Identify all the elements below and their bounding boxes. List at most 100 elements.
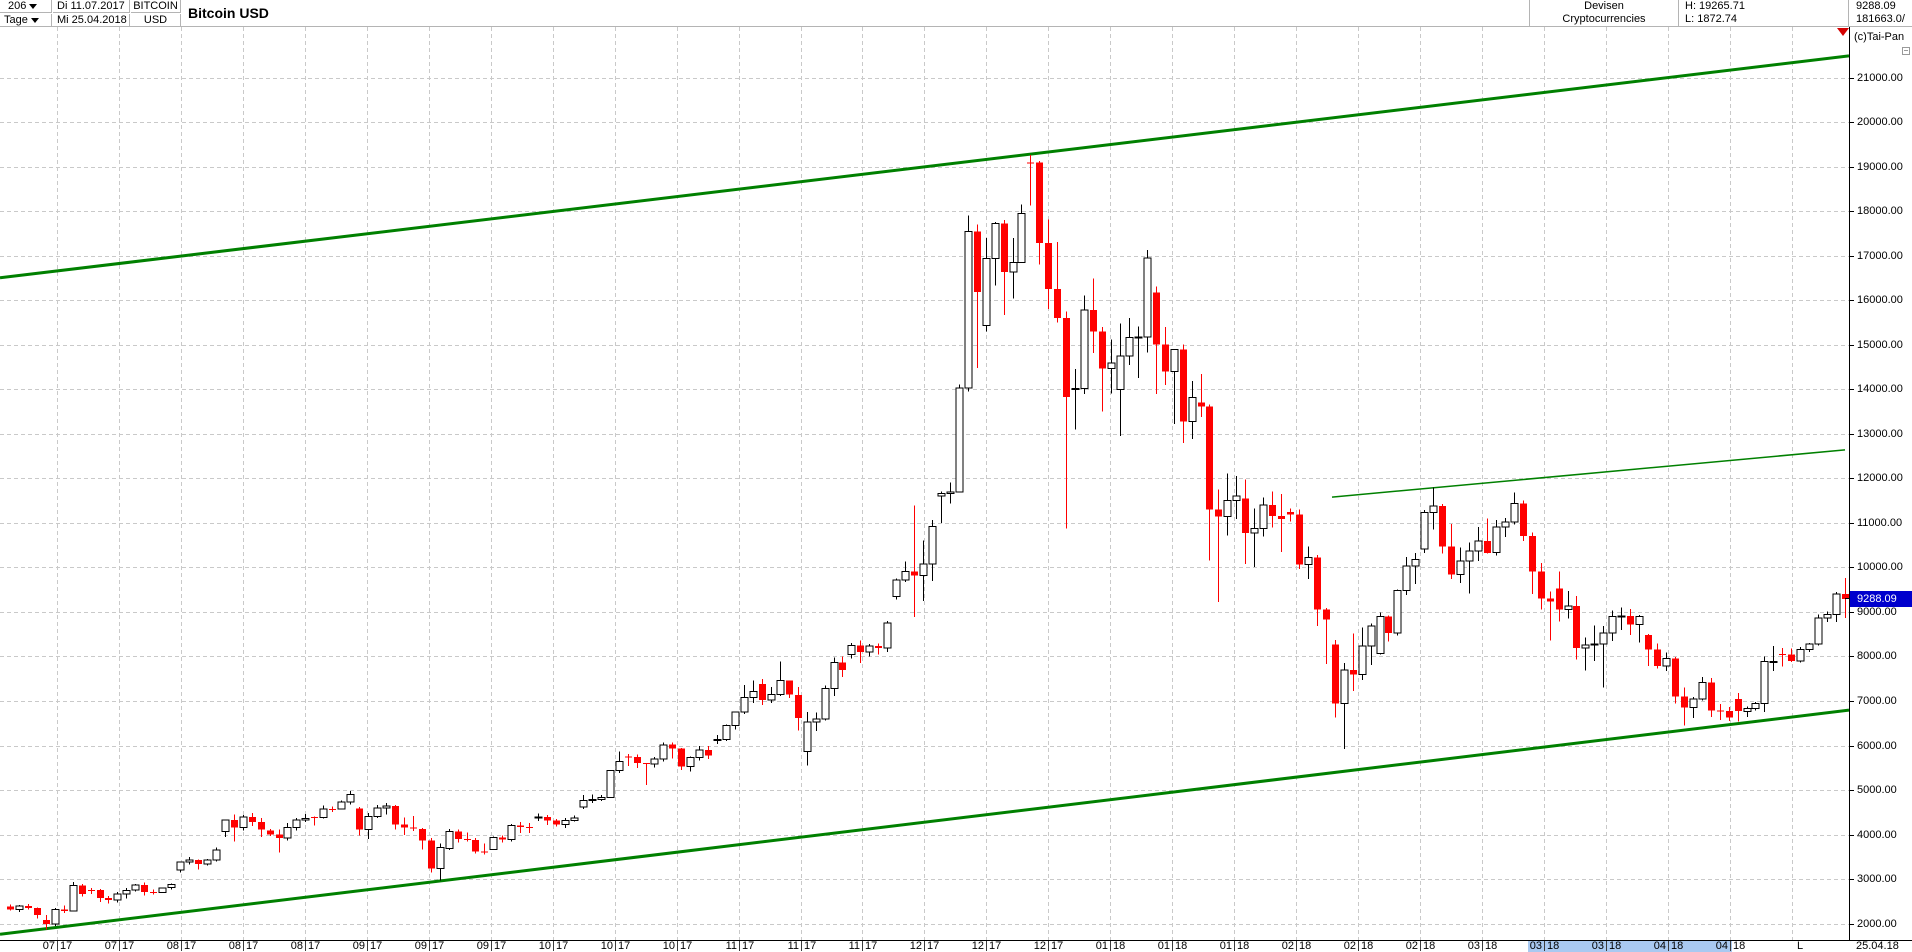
candle-body-down xyxy=(1538,571,1545,599)
candle-body-down xyxy=(79,885,86,894)
price-axis-label: 5000.00 xyxy=(1857,784,1897,796)
candle-body-down xyxy=(1045,242,1052,290)
candle-body-up xyxy=(830,661,839,690)
date-year-label: 17 xyxy=(618,940,631,952)
candle-body-down xyxy=(1215,509,1222,517)
date-year-label: 17 xyxy=(494,940,507,952)
candle-body-up xyxy=(1743,708,1752,712)
date-tick xyxy=(305,941,306,951)
candle-body-up xyxy=(713,739,722,742)
candle-body-up xyxy=(158,887,167,893)
candle-body-down xyxy=(1448,546,1455,575)
candle-body-up xyxy=(1134,336,1143,339)
candle-body-down xyxy=(105,897,112,900)
date-month-label: 07 xyxy=(42,940,55,952)
candle-body-up xyxy=(373,807,382,817)
date-month-label: 12 xyxy=(909,940,922,952)
candle-body-down xyxy=(1001,223,1008,272)
candle-body-up xyxy=(865,645,874,653)
candle-body-up xyxy=(489,837,498,850)
category-subgroup: Cryptocurrencies xyxy=(1562,13,1646,25)
trendline-channel-upper[interactable] xyxy=(0,54,1849,280)
candle-body-up xyxy=(1805,643,1814,650)
first-date-field[interactable]: Di 11.07.2017 xyxy=(53,0,130,13)
price-axis-label: 15000.00 xyxy=(1857,339,1903,351)
price-tick xyxy=(1850,612,1854,613)
candle-body-down xyxy=(678,748,685,767)
candle-body-down xyxy=(1672,658,1679,697)
marker-tick xyxy=(1845,598,1850,599)
candlestick-chart[interactable] xyxy=(0,27,1849,940)
last-date-field[interactable]: Mi 25.04.2018 xyxy=(53,14,130,27)
date-year-label: 18 xyxy=(1113,940,1126,952)
candle-body-down xyxy=(1162,344,1169,372)
currency-label: USD xyxy=(131,14,181,27)
candle-body-up xyxy=(346,794,355,803)
collapse-icon[interactable] xyxy=(1902,47,1910,55)
date-month-label: 04 xyxy=(1653,940,1666,952)
candle-body-up xyxy=(1474,540,1483,552)
date-year-label: 18 xyxy=(1609,940,1622,952)
date-month-label: 12 xyxy=(1033,940,1046,952)
candle-body-up xyxy=(1796,648,1805,662)
candle-body-up xyxy=(1832,593,1841,616)
candle-body-up xyxy=(659,744,668,760)
candle-body-up xyxy=(1188,396,1197,422)
candle-body-down xyxy=(428,840,435,869)
candle-body-up xyxy=(319,808,328,818)
candle-body-up xyxy=(337,801,346,810)
bars-count-dropdown[interactable]: 206 xyxy=(0,0,52,13)
chart-header: 206 Tage Di 11.07.2017 Mi 25.04.2018 BIT… xyxy=(0,0,1912,27)
candle-body-down xyxy=(88,890,95,891)
date-axis[interactable]: 07 17 07 17 08 17 08 17 08 17 09 17 09 17 09 17 10 17 10 17… xyxy=(0,940,1912,952)
price-axis[interactable]: (c)Tai-Pan 2000.00 3000.00 4000.00 5000.00 6… xyxy=(1845,27,1912,940)
bars-count-value: 206 xyxy=(8,0,27,12)
date-tick xyxy=(986,941,987,951)
category-cell: Devisen Cryptocurrencies xyxy=(1529,0,1678,27)
date-month-label: 02 xyxy=(1281,940,1294,952)
candle-body-up xyxy=(176,861,185,871)
price-tick xyxy=(1850,122,1854,123)
candle-body-up xyxy=(382,805,391,809)
candle-body-up xyxy=(991,222,1000,260)
date-tick xyxy=(491,941,492,951)
date-month-label: 11 xyxy=(725,940,737,952)
candle-body-down xyxy=(1180,349,1187,422)
period-dropdown[interactable]: Tage xyxy=(0,14,52,27)
first-date-value: Di 11.07.2017 xyxy=(57,0,125,12)
trendline-channel-lower[interactable] xyxy=(0,708,1849,936)
candle-body-down xyxy=(1717,710,1724,712)
price-tick xyxy=(1850,478,1854,479)
candle-body-up xyxy=(1143,257,1152,338)
candle-body-down xyxy=(231,819,238,828)
candle-body-down xyxy=(472,839,479,852)
candle-body-up xyxy=(1116,355,1125,390)
candle-body-down xyxy=(25,905,32,908)
candle-body-down xyxy=(911,571,918,576)
candle-body-up xyxy=(1340,669,1349,705)
candle-body-up xyxy=(1564,605,1573,610)
trendline-resistance[interactable] xyxy=(1331,449,1846,498)
candle-body-up xyxy=(1698,681,1707,700)
price-axis-label: 17000.00 xyxy=(1857,250,1903,262)
chart-canvas[interactable] xyxy=(0,27,1849,940)
candle-body-down xyxy=(195,860,202,864)
date-year-label: 17 xyxy=(680,940,693,952)
date-tick xyxy=(1482,941,1483,951)
candle-body-up xyxy=(1017,213,1026,263)
candle-body-up xyxy=(1769,660,1778,663)
price-axis-label: 20000.00 xyxy=(1857,116,1903,128)
price-axis-label: 16000.00 xyxy=(1857,294,1903,306)
candle-body-up xyxy=(767,694,776,701)
price-tick xyxy=(1850,746,1854,747)
price-tick xyxy=(1850,434,1854,435)
date-year-label: 18 xyxy=(1237,940,1250,952)
candle-body-down xyxy=(1287,511,1294,515)
candle-body-up xyxy=(436,847,445,869)
date-month-label: 09 xyxy=(352,940,365,952)
candle-body-down xyxy=(311,817,318,819)
candle-body-down xyxy=(1278,516,1285,519)
candle-body-down xyxy=(481,851,488,853)
date-tick xyxy=(1172,941,1173,951)
candle-body-down xyxy=(1520,503,1527,536)
